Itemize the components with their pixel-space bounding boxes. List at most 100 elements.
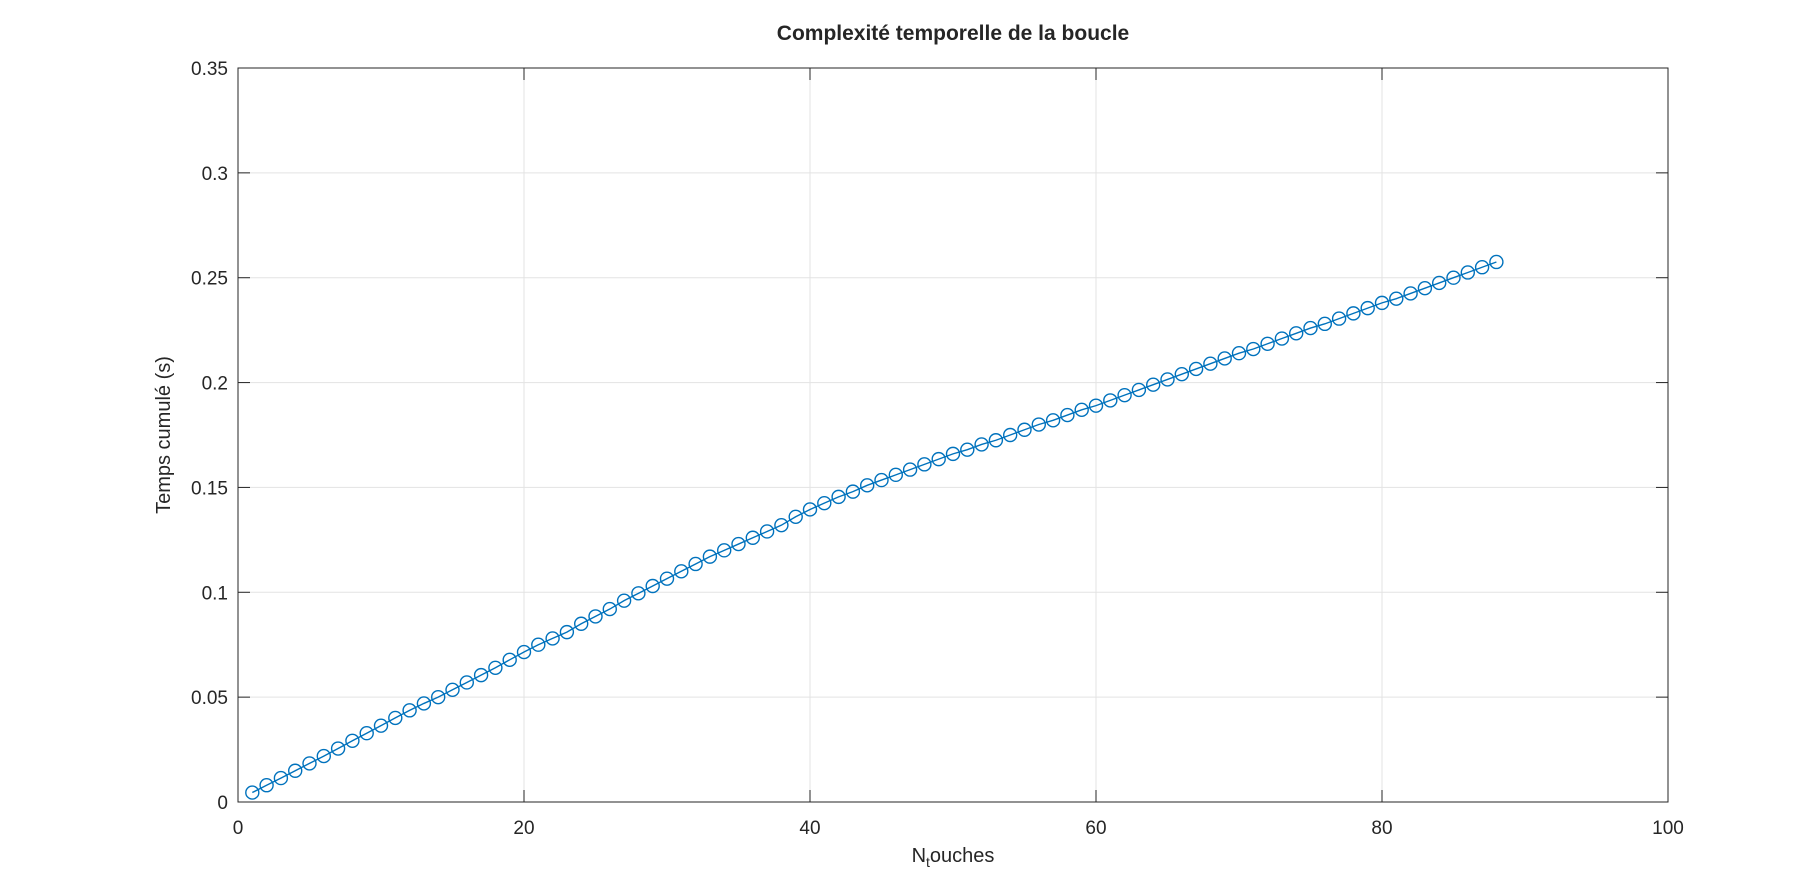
data-point — [845, 484, 861, 499]
data-point — [902, 462, 918, 477]
data-point — [574, 616, 589, 631]
data-point — [831, 489, 846, 505]
data-point — [316, 748, 331, 764]
data-point — [931, 451, 946, 467]
plot-area — [237, 67, 1669, 803]
data-point — [774, 517, 789, 533]
x-axis-label-main: N — [912, 845, 926, 867]
data-point — [874, 472, 889, 488]
data-point — [1331, 311, 1347, 326]
data-point — [731, 536, 746, 552]
data-point — [602, 601, 617, 617]
data-point — [1374, 295, 1390, 311]
data-point — [273, 770, 289, 786]
data-point — [1188, 361, 1204, 377]
y-tick-label: 0 — [217, 793, 228, 814]
data-point — [1260, 336, 1275, 351]
data-point — [631, 586, 646, 601]
y-tick-label: 0.3 — [202, 164, 228, 185]
data-point — [745, 530, 760, 545]
data-point — [1003, 427, 1018, 443]
data-point — [1288, 326, 1304, 341]
data-point — [531, 637, 546, 652]
data-point — [1446, 270, 1461, 285]
y-tick-label: 0.05 — [191, 688, 228, 709]
data-point — [1217, 351, 1232, 366]
axes-box — [237, 67, 1669, 803]
y-tick-label: 0.35 — [191, 59, 228, 80]
data-point — [688, 556, 703, 572]
data-point — [1246, 341, 1261, 357]
data-point — [445, 682, 460, 698]
data-point — [488, 660, 503, 675]
data-point — [817, 495, 832, 511]
data-point — [588, 609, 603, 624]
data-point — [717, 543, 732, 558]
data-point — [359, 726, 374, 741]
ticks — [237, 67, 1669, 803]
data-point — [860, 478, 875, 493]
data-point — [245, 785, 260, 800]
data-point — [1417, 281, 1433, 296]
x-tick-label: 80 — [1371, 818, 1392, 839]
data-point — [1160, 372, 1175, 387]
y-tick-label: 0.25 — [191, 269, 228, 290]
data-point — [502, 652, 517, 668]
data-point — [1303, 320, 1318, 336]
data-point — [616, 593, 632, 608]
x-tick-label: 60 — [1085, 818, 1106, 839]
data-point — [974, 437, 989, 452]
grid-lines — [238, 68, 1668, 802]
data-point — [1431, 275, 1447, 291]
data-point — [702, 549, 718, 564]
x-tick-label: 0 — [233, 818, 244, 839]
data-point — [473, 667, 489, 683]
data-series — [245, 254, 1504, 800]
chart-title: Complexité temporelle de la boucle — [777, 22, 1129, 45]
data-point — [659, 571, 675, 586]
data-point — [431, 689, 446, 705]
data-point — [1489, 254, 1504, 270]
series-line — [251, 261, 1497, 794]
x-tick-label: 20 — [513, 818, 534, 839]
data-point — [288, 763, 303, 778]
data-point — [1474, 260, 1490, 275]
data-point — [1117, 387, 1132, 403]
data-point — [1274, 331, 1290, 346]
data-point — [888, 467, 903, 483]
data-point — [1360, 300, 1375, 316]
x-axis-label-subscript: t — [926, 854, 930, 870]
data-point — [759, 524, 775, 539]
data-point — [1131, 382, 1147, 398]
x-tick-label: 40 — [799, 818, 820, 839]
data-point — [674, 564, 689, 579]
data-point — [388, 710, 403, 726]
data-point — [1074, 402, 1089, 418]
data-point — [416, 696, 432, 711]
data-point — [516, 644, 532, 660]
data-point — [330, 741, 346, 756]
y-tick-label: 0.15 — [191, 478, 228, 499]
data-point — [1317, 316, 1333, 332]
data-point — [988, 433, 1004, 448]
data-point — [345, 733, 360, 748]
data-point — [545, 631, 560, 646]
data-point — [1174, 366, 1190, 382]
data-point — [402, 703, 417, 718]
axes-background — [238, 68, 1668, 802]
data-point — [1231, 346, 1247, 361]
y-tick-label: 0.2 — [202, 374, 228, 395]
data-point — [1346, 306, 1361, 321]
y-tick-label: 0.1 — [202, 583, 228, 604]
data-point — [788, 509, 803, 524]
data-point — [1045, 413, 1061, 428]
x-axis-label-rest: ouches — [930, 845, 995, 867]
data-point — [259, 778, 274, 793]
data-point — [559, 624, 575, 640]
data-point — [373, 718, 389, 733]
data-point — [960, 442, 975, 457]
data-point — [459, 675, 474, 690]
y-axis-label: Temps cumulé (s) — [153, 356, 175, 514]
data-point — [1145, 377, 1161, 392]
